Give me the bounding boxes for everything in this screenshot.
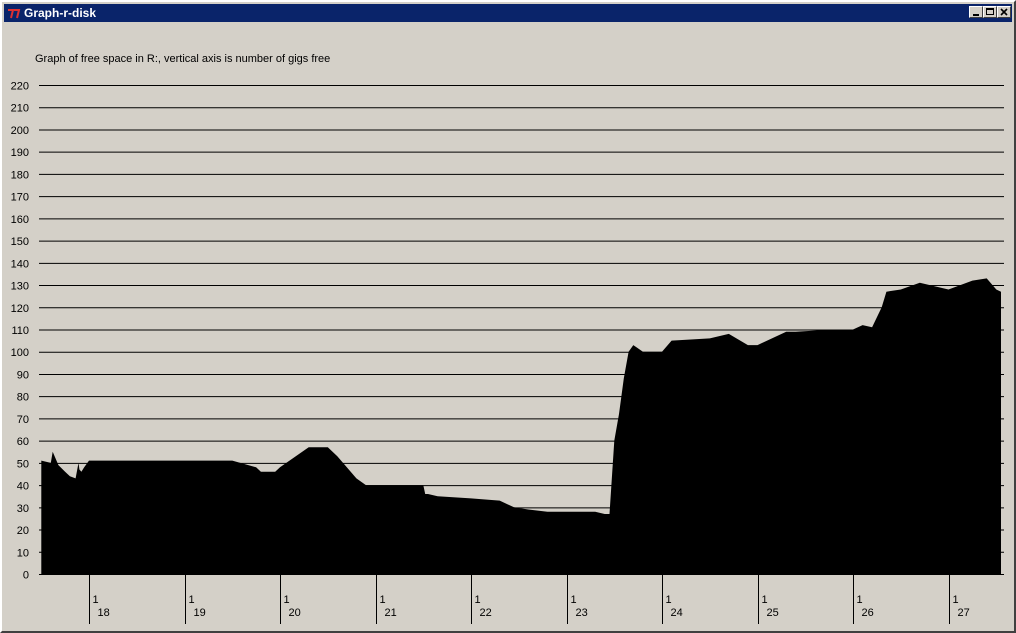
- y-tick-label: 130: [11, 281, 29, 293]
- close-button[interactable]: [997, 6, 1011, 18]
- y-tick-label: 110: [11, 325, 29, 337]
- minimize-icon: [973, 14, 979, 16]
- x-tick-day-label: 19: [194, 607, 206, 619]
- minimize-button[interactable]: [969, 6, 983, 18]
- x-tick-month-label: 1: [762, 594, 768, 606]
- y-tick-label: 200: [11, 125, 29, 137]
- x-tick-month-label: 1: [666, 594, 672, 606]
- y-tick-label: 0: [23, 570, 29, 582]
- x-tick-month-label: 1: [380, 594, 386, 606]
- y-tick-label: 210: [11, 103, 29, 115]
- maximize-icon: [986, 8, 994, 15]
- x-tick-day-label: 26: [862, 607, 874, 619]
- x-tick-month-label: 1: [857, 594, 863, 606]
- x-tick-month-label: 1: [93, 594, 99, 606]
- free-space-area: [41, 278, 1002, 574]
- y-tick-label: 90: [17, 369, 29, 381]
- y-tick-label: 150: [11, 236, 29, 248]
- y-tick-label: 170: [11, 192, 29, 204]
- y-tick-label: 120: [11, 303, 29, 315]
- x-tick-month-label: 1: [189, 594, 195, 606]
- y-tick-label: 220: [11, 81, 29, 93]
- y-tick-label: 60: [17, 436, 29, 448]
- x-tick-day-label: 27: [958, 607, 970, 619]
- close-icon: [1000, 8, 1008, 16]
- maximize-button[interactable]: [983, 6, 997, 18]
- x-tick-day-label: 18: [98, 607, 110, 619]
- y-tick-label: 70: [17, 414, 29, 426]
- x-tick-day-label: 24: [671, 607, 683, 619]
- x-tick-month-label: 1: [284, 594, 290, 606]
- chart-caption: Graph of free space in R:, vertical axis…: [35, 53, 331, 65]
- window-title: Graph-r-disk: [24, 6, 97, 20]
- x-tick-day-label: 23: [576, 607, 588, 619]
- y-tick-label: 140: [11, 258, 29, 270]
- x-tick-day-label: 20: [289, 607, 301, 619]
- x-tick-month-label: 1: [953, 594, 959, 606]
- y-tick-label: 20: [17, 525, 29, 537]
- x-tick-day-label: 21: [385, 607, 397, 619]
- y-tick-label: 50: [17, 458, 29, 470]
- x-tick-month-label: 1: [571, 594, 577, 606]
- y-tick-label: 180: [11, 169, 29, 181]
- y-tick-label: 40: [17, 481, 29, 493]
- y-tick-label: 100: [11, 347, 29, 359]
- y-tick-label: 10: [17, 547, 29, 559]
- y-tick-label: 160: [11, 214, 29, 226]
- x-tick-day-label: 25: [767, 607, 779, 619]
- y-tick-label: 30: [17, 503, 29, 515]
- y-tick-label: 190: [11, 147, 29, 159]
- x-tick-day-label: 22: [480, 607, 492, 619]
- app-icon: [7, 6, 21, 20]
- y-tick-label: 80: [17, 392, 29, 404]
- x-tick-month-label: 1: [475, 594, 481, 606]
- title-bar[interactable]: Graph-r-disk: [4, 4, 1012, 22]
